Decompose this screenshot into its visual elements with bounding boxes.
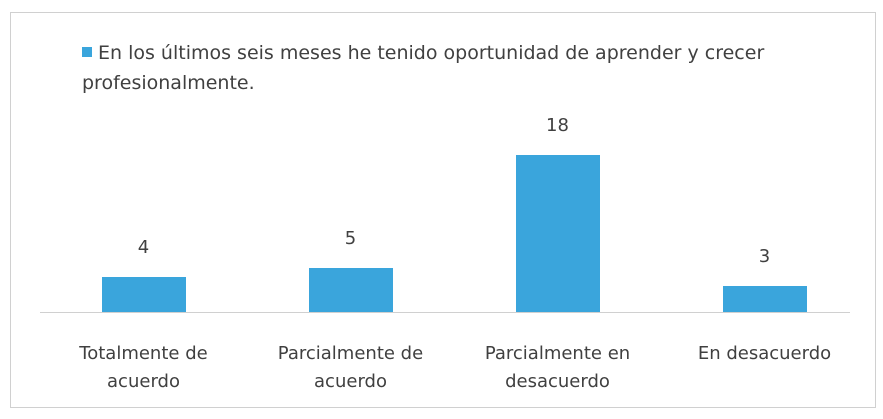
legend-key	[82, 47, 92, 57]
bar	[308, 268, 393, 312]
data-label: 5	[344, 228, 357, 250]
bar	[722, 285, 807, 312]
x-tick-label: Parcialmente de acuerdo	[277, 343, 424, 392]
legend-label: En los últimos seis meses he tenido opor…	[82, 42, 765, 94]
bar	[101, 277, 186, 312]
x-tick-label: En desacuerdo	[697, 343, 832, 364]
x-axis	[40, 312, 850, 313]
data-label: 18	[546, 115, 569, 136]
bar	[515, 155, 600, 312]
data-label: 3	[758, 245, 771, 267]
chart-frame	[10, 12, 876, 408]
x-tick-label: Totalmente de acuerdo	[79, 343, 208, 392]
data-label: 4	[137, 237, 150, 259]
x-tick-label: Parcialmente en desacuerdo	[484, 343, 631, 392]
legend: En los últimos seis meses he tenido opor…	[82, 38, 852, 98]
